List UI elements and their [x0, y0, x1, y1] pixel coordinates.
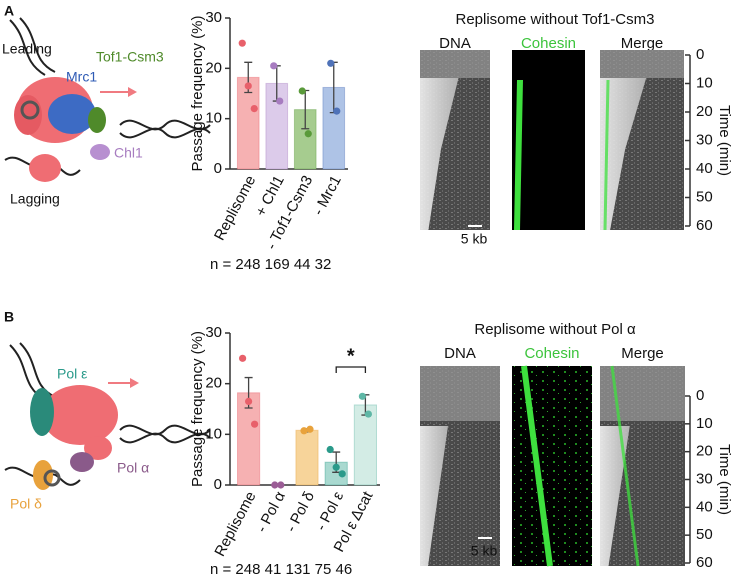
kymograph-dna-bright [600, 78, 647, 230]
data-point [277, 481, 285, 489]
data-point [238, 39, 246, 47]
time-tick-label: 40 [696, 498, 713, 515]
y-tick-label: 10 [205, 425, 222, 442]
data-point [300, 427, 308, 435]
diagram-label: Leading [2, 41, 52, 57]
time-tick-label: 60 [696, 217, 713, 234]
data-point [364, 410, 372, 418]
bar [295, 429, 319, 486]
kymograph-dna-bright [600, 426, 630, 566]
sample-sizes: n = 248 41 131 75 46 [210, 561, 352, 578]
y-tick-label: 20 [205, 375, 222, 392]
time-tick-label: 50 [696, 526, 713, 543]
data-point [251, 420, 259, 428]
data-point [327, 59, 335, 67]
data-point [298, 87, 306, 95]
scale-bar-label: 5 kb [461, 231, 488, 247]
y-axis-label: Passage frequency (%) [189, 331, 206, 487]
x-tick-label: Replisome [211, 489, 259, 560]
time-tick-label: 20 [696, 443, 713, 460]
kymograph-dna-bright [420, 78, 459, 230]
data-point [326, 445, 334, 454]
kymograph-column-label: DNA [439, 35, 471, 52]
kymograph-dna-bright [420, 426, 448, 566]
kymograph-cohesin [512, 50, 585, 230]
data-point [239, 354, 247, 362]
diagram-label: Pol δ [10, 496, 42, 512]
kymograph-column-label: Cohesin [524, 345, 579, 362]
kymograph-column-label: Cohesin [521, 35, 576, 52]
bar [353, 404, 377, 486]
kymograph-cohesin-track [610, 365, 640, 567]
sample-sizes: n = 248 169 44 32 [210, 256, 331, 273]
diagram-label: Mrc1 [66, 69, 97, 85]
y-axis-label: Passage frequency (%) [189, 16, 206, 172]
diagram-b [4, 342, 211, 490]
diagram-label: Chl1 [114, 145, 143, 161]
data-point [271, 481, 279, 489]
time-axis-label: Time (min) [716, 105, 733, 176]
data-point [358, 392, 366, 400]
time-tick-label: 30 [696, 131, 713, 148]
diagram-label: Tof1-Csm3 [96, 49, 164, 65]
data-point [306, 425, 314, 433]
data-point [333, 107, 341, 115]
kymograph-cohesin-track [603, 79, 610, 231]
data-point [304, 130, 312, 138]
time-tick-label: 60 [696, 554, 713, 571]
time-tick-label: 40 [696, 160, 713, 177]
kymograph-cohesin-track [521, 365, 553, 567]
time-tick-label: 30 [696, 470, 713, 487]
kymograph-dna-top [420, 50, 490, 78]
kymograph-title: Replisome without Tof1-Csm3 [456, 11, 655, 28]
kymograph-cohesin [512, 366, 592, 566]
significance-bracket [335, 366, 367, 373]
y-tick-label: 30 [205, 324, 222, 341]
kymograph-column-label: Merge [621, 35, 664, 52]
time-tick-label: 10 [696, 415, 713, 432]
data-point [245, 397, 253, 405]
y-tick-label: 0 [214, 476, 222, 493]
data-point [250, 105, 258, 113]
data-point [332, 463, 340, 471]
significance-label: * [347, 345, 355, 367]
time-tick-label: 0 [696, 46, 704, 63]
data-point [276, 97, 284, 105]
time-axis-label: Time (min) [716, 444, 733, 515]
x-tick-label: - Pol δ [283, 489, 318, 535]
diagram-label: Pol ε [57, 366, 87, 382]
time-tick-label: 10 [696, 74, 713, 91]
kymograph-column-label: DNA [444, 345, 476, 362]
data-point [244, 82, 252, 90]
diagram-label: Pol α [117, 460, 149, 476]
time-tick-label: 20 [696, 103, 713, 120]
y-tick-label: 0 [214, 160, 222, 177]
kymograph-title: Replisome without Pol α [474, 321, 636, 338]
y-tick-label: 10 [205, 110, 222, 127]
data-point [270, 62, 278, 70]
panel-label: A [4, 3, 14, 19]
y-tick-label: 30 [205, 9, 222, 26]
time-tick-label: 50 [696, 188, 713, 205]
panel-label: B [4, 309, 14, 325]
kymograph-cohesin-track [514, 79, 523, 231]
diagram-a [4, 17, 211, 182]
scale-bar-label: 5 kb [471, 543, 498, 559]
kymograph-dna-top [420, 366, 500, 421]
x-tick-label: - Mrc1 [310, 173, 345, 219]
diagram-label: Lagging [10, 191, 60, 207]
kymograph-column-label: Merge [621, 345, 664, 362]
time-tick-label: 0 [696, 387, 704, 404]
kymograph-dna-top [600, 50, 684, 78]
data-point [338, 470, 346, 478]
x-tick-label: Replisome [211, 173, 259, 244]
y-tick-label: 20 [205, 59, 222, 76]
